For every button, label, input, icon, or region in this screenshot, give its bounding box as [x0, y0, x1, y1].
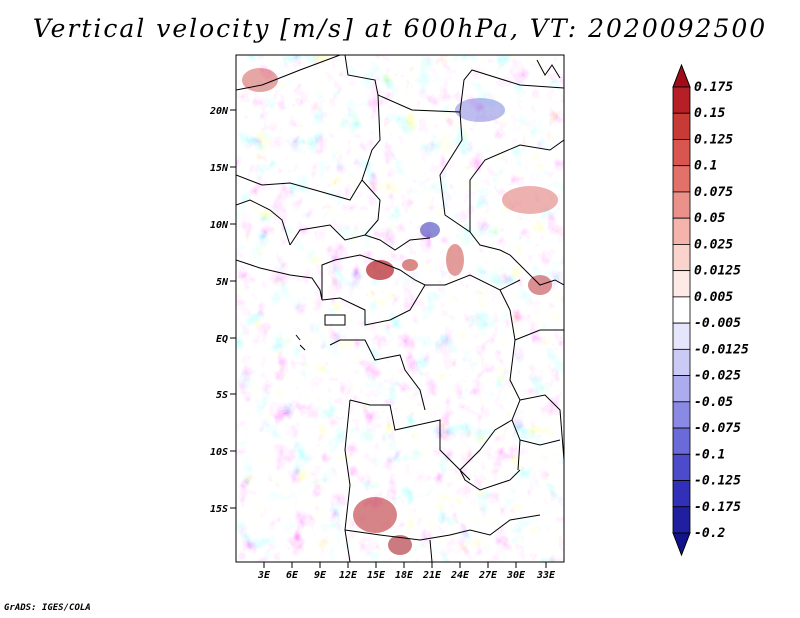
colorbar-label: -0.075 — [694, 421, 741, 436]
svg-text:12E: 12E — [339, 570, 358, 581]
colorbar-label: 0.025 — [694, 237, 733, 252]
colorbar-label: -0.0125 — [694, 342, 749, 357]
colorbar-swatch — [672, 375, 691, 403]
svg-text:21E: 21E — [422, 570, 442, 581]
svg-text:15N: 15N — [210, 163, 229, 174]
lon-tick: 33E — [536, 562, 556, 581]
colorbar-bottom-arrow — [672, 532, 691, 557]
colorbar-swatch — [672, 244, 691, 272]
lon-tick: 9E — [314, 562, 327, 581]
lon-tick: 6E — [286, 562, 299, 581]
colorbar-swatch — [672, 165, 691, 193]
colorbar-swatch — [672, 112, 691, 140]
colorbar-swatch — [672, 217, 691, 245]
svg-text:33E: 33E — [536, 570, 556, 581]
colorbar-label: 0.1 — [694, 159, 717, 174]
svg-text:30E: 30E — [506, 570, 526, 581]
grads-credit: GrADS: IGES/COLA — [4, 603, 91, 613]
lon-tick: 3E — [257, 562, 271, 581]
svg-text:3E: 3E — [257, 570, 271, 581]
colorbar-label: -0.1 — [694, 447, 725, 462]
colorbar-label: 0.125 — [694, 132, 733, 147]
colorbar-swatch — [672, 139, 691, 167]
lat-tick: 20N — [209, 106, 236, 117]
svg-text:10N: 10N — [210, 220, 229, 231]
svg-text:6E: 6E — [286, 570, 299, 581]
vertical-velocity-field — [236, 55, 564, 562]
lat-tick: 10S — [210, 447, 236, 458]
svg-text:18E: 18E — [395, 570, 414, 581]
svg-text:5S: 5S — [216, 390, 228, 401]
lat-tick: 15S — [210, 504, 236, 515]
colorbar-swatch — [672, 322, 691, 350]
colorbar-swatch — [672, 480, 691, 508]
colorbar-label: -0.005 — [694, 316, 741, 331]
colorbar-swatch — [672, 453, 691, 481]
colorbar-swatch — [672, 506, 691, 534]
colorbar: 0.175 0.15 0.125 0.1 0.075 0.05 0.025 0.0125 0.0… — [672, 63, 749, 557]
colorbar-top-arrow — [672, 63, 691, 88]
map-title: Vertical velocity [m/s] at 600hPa, VT: 2… — [32, 14, 768, 43]
svg-text:15E: 15E — [367, 570, 386, 581]
lon-tick: 12E — [339, 562, 358, 581]
colorbar-label: -0.2 — [694, 526, 725, 541]
colorbar-swatch — [672, 427, 691, 455]
lon-tick: 18E — [395, 562, 414, 581]
lat-tick: 15N — [210, 163, 236, 174]
svg-text:5N: 5N — [216, 277, 229, 288]
svg-text:10S: 10S — [210, 447, 228, 458]
map-frame — [235, 54, 565, 563]
colorbar-label: 0.0125 — [694, 264, 741, 279]
colorbar-label: 0.175 — [694, 80, 733, 95]
colorbar-label: -0.025 — [694, 369, 741, 384]
country-borders — [236, 55, 564, 562]
colorbar-label: -0.125 — [694, 474, 741, 489]
colorbar-label: 0.15 — [694, 106, 725, 121]
svg-text:9E: 9E — [314, 570, 327, 581]
lon-axis: 3E 6E 9E 12E 15E 18E 21E 24E 27E 30E 33E — [257, 562, 556, 581]
colorbar-label: -0.05 — [694, 395, 733, 410]
colorbar-swatch — [672, 191, 691, 219]
svg-text:20N: 20N — [209, 106, 229, 117]
lon-tick: 24E — [450, 562, 470, 581]
lon-tick: 27E — [478, 562, 498, 581]
lat-tick: 5S — [216, 390, 236, 401]
colorbar-label: 0.05 — [694, 211, 725, 226]
colorbar-swatch — [672, 270, 691, 298]
svg-text:24E: 24E — [450, 570, 470, 581]
colorbar-label: 0.075 — [694, 185, 733, 200]
lon-tick: 21E — [422, 562, 442, 581]
lat-axis: 20N 15N 10N 5N EQ 5S 10S 15S — [209, 106, 236, 515]
lat-tick: 10N — [210, 220, 236, 231]
colorbar-swatch — [672, 348, 691, 376]
colorbar-swatch — [672, 296, 691, 324]
lon-tick: 30E — [506, 562, 526, 581]
svg-text:EQ: EQ — [216, 334, 228, 345]
lat-tick: 5N — [216, 277, 236, 288]
svg-text:15S: 15S — [210, 504, 228, 515]
lat-tick: EQ — [216, 334, 236, 345]
svg-text:27E: 27E — [478, 570, 498, 581]
colorbar-label: -0.175 — [694, 500, 741, 515]
colorbar-swatch — [672, 401, 691, 429]
lon-tick: 15E — [367, 562, 386, 581]
colorbar-swatch — [672, 86, 691, 114]
colorbar-label: 0.005 — [694, 290, 733, 305]
